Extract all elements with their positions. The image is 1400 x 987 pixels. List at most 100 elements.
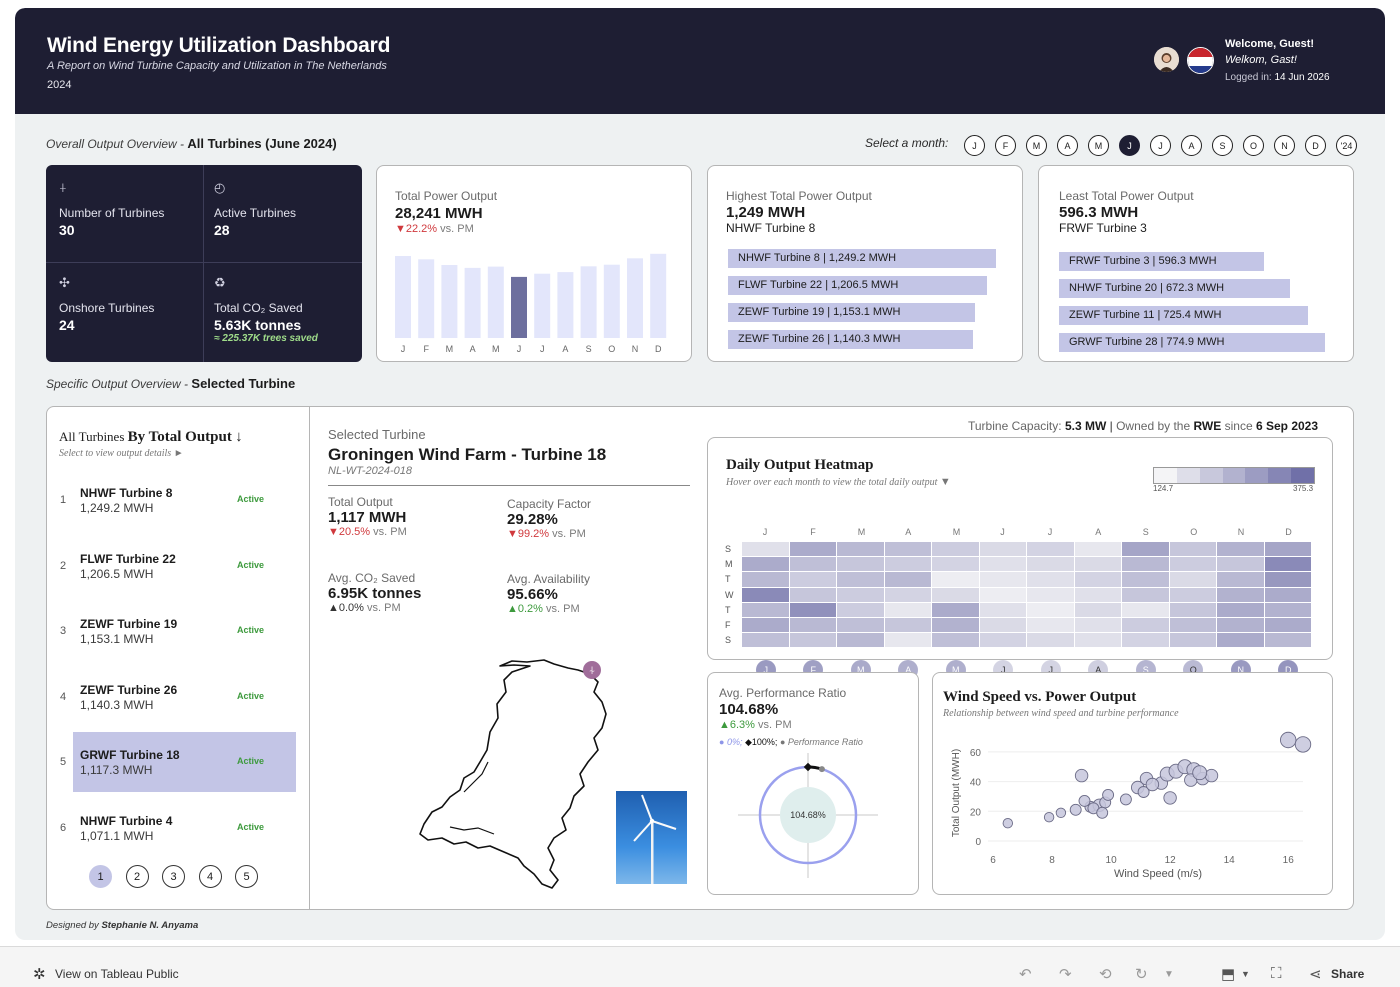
heatmap-cell[interactable] [1217,618,1264,633]
heatmap-cell[interactable] [884,587,931,602]
month-button[interactable]: '24 [1336,135,1357,156]
heatmap-cell[interactable] [1264,557,1311,572]
heatmap-cell[interactable] [789,633,836,648]
heatmap-cell[interactable] [884,602,931,617]
heatmap-cell[interactable] [1169,557,1216,572]
heatmap-cell[interactable] [884,542,931,557]
heatmap-cell[interactable] [742,572,789,587]
heatmap-cell[interactable] [1027,618,1074,633]
least-bar[interactable]: GRWF Turbine 28 | 774.9 MWH [1059,333,1325,352]
heatmap-cell[interactable] [979,542,1026,557]
least-bar[interactable]: FRWF Turbine 3 | 596.3 MWH [1059,252,1264,271]
heatmap-cell[interactable] [789,618,836,633]
heatmap-cell[interactable] [1217,587,1264,602]
month-button[interactable]: D [1305,135,1326,156]
month-button[interactable]: A [1057,135,1078,156]
page-button[interactable]: 5 [235,865,258,888]
highest-bar[interactable]: ZEWF Turbine 26 | 1,140.3 MWH [728,330,973,349]
heatmap-cell[interactable] [837,587,884,602]
heatmap-cell[interactable] [837,602,884,617]
netherlands-map[interactable]: ⍭ [402,652,617,892]
chevron-down-icon[interactable]: ▼ [1241,969,1250,979]
heatmap-cell[interactable] [1169,618,1216,633]
revert-icon[interactable]: ⟲ [1099,966,1112,983]
heatmap-cell[interactable] [1122,587,1169,602]
tableau-icon[interactable]: ✲ [33,966,46,983]
heatmap-cell[interactable] [789,572,836,587]
heatmap-cell[interactable] [1122,618,1169,633]
heatmap-cell[interactable] [1027,557,1074,572]
heatmap-cell[interactable] [1074,572,1121,587]
heatmap-cell[interactable] [1264,542,1311,557]
heatmap-cell[interactable] [1122,557,1169,572]
heatmap-cell[interactable] [837,557,884,572]
heatmap-cell[interactable] [1027,587,1074,602]
heatmap-cell[interactable] [837,572,884,587]
least-bar[interactable]: NHWF Turbine 20 | 672.3 MWH [1059,279,1290,298]
month-button[interactable]: J [964,135,985,156]
heatmap-cell[interactable] [1027,542,1074,557]
month-button[interactable]: O [1243,135,1264,156]
chevron-down-icon[interactable]: ▼ [1164,969,1174,980]
heatmap-cell[interactable] [932,633,979,648]
highest-bar[interactable]: NHWF Turbine 8 | 1,249.2 MWH [728,249,996,268]
heatmap-cell[interactable] [742,587,789,602]
heatmap-cell[interactable] [1122,602,1169,617]
heatmap-cell[interactable] [1264,587,1311,602]
heatmap-cell[interactable] [1074,633,1121,648]
share-icon[interactable]: ⋖ [1309,966,1322,983]
heatmap-cell[interactable] [742,557,789,572]
heatmap-cell[interactable] [932,602,979,617]
turbine-list-item[interactable]: 4 ZEWF Turbine 26 1,140.3 MWH Active [57,667,297,727]
heatmap-cell[interactable] [1169,633,1216,648]
heatmap-cell[interactable] [1027,633,1074,648]
heatmap-cell[interactable] [1074,602,1121,617]
least-bar[interactable]: ZEWF Turbine 11 | 725.4 MWH [1059,306,1308,325]
turbine-list-item[interactable]: 6 NHWF Turbine 4 1,071.1 MWH Active [57,798,297,858]
heatmap-cell[interactable] [1169,587,1216,602]
heatmap-cell[interactable] [742,542,789,557]
heatmap-cell[interactable] [1074,542,1121,557]
wind-speed-scatter-chart[interactable]: 0 20 40 60 6 8 10 12 14 16 Wind Speed (m/s) Total O… [933,723,1333,893]
month-button[interactable]: S [1212,135,1233,156]
turbine-list-item[interactable]: 3 ZEWF Turbine 19 1,153.1 MWH Active [57,601,297,661]
heatmap-cell[interactable] [789,602,836,617]
heatmap-cell[interactable] [1074,557,1121,572]
heatmap-cell[interactable] [789,587,836,602]
heatmap-cell[interactable] [932,618,979,633]
page-button[interactable]: 2 [125,865,149,888]
share-button[interactable]: Share [1331,967,1365,981]
turbine-list-item[interactable]: 2 FLWF Turbine 22 1,206.5 MWH Active [57,536,297,596]
highest-bar[interactable]: ZEWF Turbine 19 | 1,153.1 MWH [728,303,975,322]
heatmap-cell[interactable] [742,633,789,648]
heatmap-cell[interactable] [1217,572,1264,587]
heatmap-cell[interactable] [884,633,931,648]
heatmap-cell[interactable] [979,618,1026,633]
heatmap-cell[interactable] [1027,572,1074,587]
heatmap-cell[interactable] [1264,633,1311,648]
turbine-list-item[interactable]: 1 NHWF Turbine 8 1,249.2 MWH Active [57,470,297,530]
heatmap-cell[interactable] [1264,572,1311,587]
heatmap-cell[interactable] [1217,633,1264,648]
turbine-list-item[interactable]: 5 GRWF Turbine 18 1,117.3 MWH Active [57,732,297,792]
page-button[interactable]: 3 [162,865,185,888]
month-button[interactable]: A [1181,135,1202,156]
heatmap-cell[interactable] [1217,602,1264,617]
heatmap-cell[interactable] [979,557,1026,572]
month-button[interactable]: M [1026,135,1047,156]
heatmap-cell[interactable] [979,572,1026,587]
page-button[interactable]: 4 [198,865,222,888]
view-on-tableau-link[interactable]: View on Tableau Public [55,967,179,981]
heatmap-cell[interactable] [884,557,931,572]
undo-icon[interactable]: ↶ [1019,966,1032,983]
highest-bar[interactable]: FLWF Turbine 22 | 1,206.5 MWH [728,276,987,295]
heatmap-cell[interactable] [742,602,789,617]
month-button[interactable]: M [1088,135,1109,156]
redo-icon[interactable]: ↷ [1059,966,1072,983]
heatmap-cell[interactable] [1074,587,1121,602]
heatmap-cell[interactable] [932,557,979,572]
heatmap-cell[interactable] [1074,618,1121,633]
heatmap-cell[interactable] [1217,542,1264,557]
heatmap-cell[interactable] [932,542,979,557]
heatmap-cell[interactable] [979,633,1026,648]
